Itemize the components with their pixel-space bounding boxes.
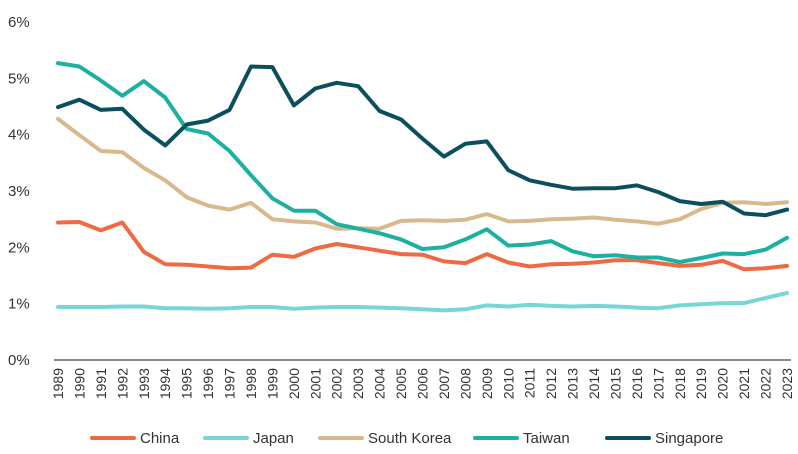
x-tick-label: 2015 (607, 368, 623, 399)
x-tick-label: 2006 (415, 368, 431, 399)
x-tick-label: 2010 (500, 368, 516, 399)
x-tick-label: 1993 (136, 368, 152, 399)
x-tick-label: 2020 (715, 368, 731, 399)
x-tick-label: 2005 (393, 368, 409, 399)
x-tick-label: 2007 (436, 368, 452, 399)
x-tick-label: 1997 (222, 368, 238, 399)
y-axis: 0% 1% 2% 3% 4% 5% 6% (8, 14, 30, 369)
y-tick-label: 5% (8, 70, 30, 87)
series-line-south-korea (56, 116, 789, 231)
legend: China Japan South Korea Taiwan Singapore (90, 430, 723, 447)
y-tick-label: 4% (8, 127, 30, 144)
x-tick-label: 2019 (693, 368, 709, 399)
series-group (56, 61, 789, 313)
x-tick-label: 2000 (286, 368, 302, 399)
legend-label-singapore: Singapore (655, 430, 723, 447)
legend-label-japan: Japan (253, 430, 294, 447)
legend-label-taiwan: Taiwan (523, 430, 570, 447)
x-tick-label: 1999 (264, 368, 280, 399)
x-tick-label: 2011 (522, 368, 538, 398)
x-tick-label: 2023 (779, 368, 795, 399)
x-tick-label: 1992 (114, 368, 130, 399)
x-tick-label: 2017 (650, 368, 666, 399)
y-tick-label: 0% (8, 352, 30, 369)
x-tick-label: 2002 (329, 368, 345, 399)
x-tick-label: 1998 (243, 368, 259, 399)
y-tick-label: 3% (8, 183, 30, 200)
series-line-japan (56, 291, 789, 313)
x-tick-label: 2022 (758, 368, 774, 399)
series-line-taiwan (56, 61, 789, 264)
x-tick-label: 2004 (372, 368, 388, 399)
x-tick-label: 1991 (93, 368, 109, 399)
x-tick-label: 2009 (479, 368, 495, 399)
x-axis: 1989 1990 1991 1992 1993 1994 1995 1996 1997 1998… (50, 368, 795, 399)
x-tick-label: 2003 (350, 368, 366, 399)
x-tick-label: 2013 (565, 368, 581, 399)
x-tick-label: 1989 (50, 368, 66, 399)
x-tick-label: 2018 (672, 368, 688, 399)
legend-label-china: China (140, 430, 180, 447)
y-tick-label: 1% (8, 296, 30, 313)
x-tick-label: 2001 (307, 368, 323, 399)
x-tick-label: 1995 (179, 368, 195, 399)
x-tick-label: 1996 (200, 368, 216, 399)
series-line-china (56, 220, 789, 272)
x-tick-label: 2016 (629, 368, 645, 399)
x-tick-label: 1990 (71, 368, 87, 399)
x-tick-label: 2014 (586, 368, 602, 399)
x-tick-label: 2021 (736, 368, 752, 399)
series-line-singapore (56, 64, 789, 218)
legend-label-south-korea: South Korea (368, 430, 452, 447)
x-tick-label: 2012 (543, 368, 559, 399)
y-tick-label: 6% (8, 14, 30, 31)
x-tick-label: 2008 (457, 368, 473, 399)
x-tick-label: 1994 (157, 368, 173, 399)
y-tick-label: 2% (8, 239, 30, 256)
